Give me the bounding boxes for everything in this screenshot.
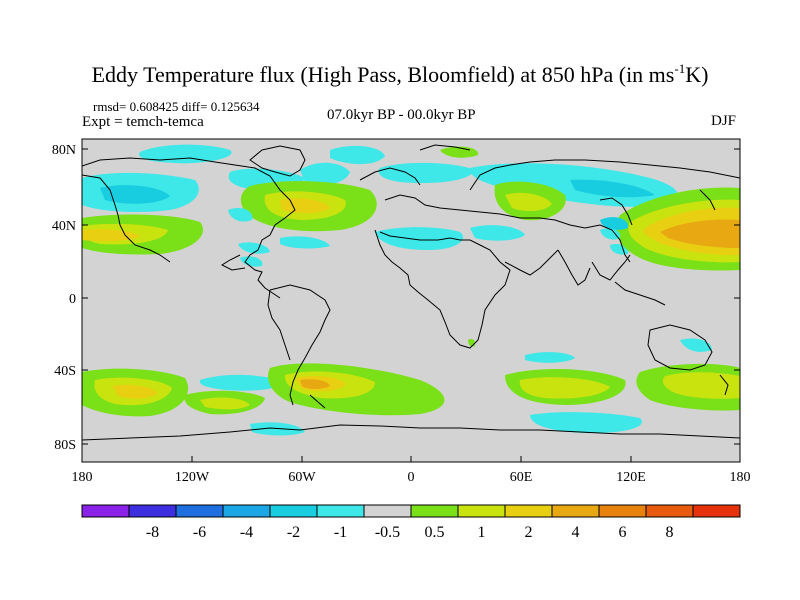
colorbar-label: -8	[146, 524, 159, 541]
lon-label-60e: 60E	[510, 470, 533, 485]
colorbar-swatch	[598, 504, 647, 518]
colorbar-label: 2	[525, 524, 533, 541]
lon-label-120e: 120E	[616, 470, 646, 485]
latitude-axis	[82, 148, 740, 445]
colorbar-swatch	[128, 504, 177, 518]
lon-label-60w: 60W	[288, 470, 316, 485]
colorbar-swatch	[316, 504, 365, 518]
colorbar-swatch	[81, 504, 130, 518]
colorbar	[81, 504, 741, 518]
stats-text: rmsd= 0.608425 diff= 0.125634	[93, 99, 260, 114]
lat-label-0: 0	[69, 292, 76, 307]
colorbar-swatch	[269, 504, 318, 518]
colorbar-label: 8	[666, 524, 674, 541]
colorbar-swatch	[551, 504, 600, 518]
lat-label-40n: 40N	[52, 219, 76, 234]
colorbar-label: 6	[619, 524, 627, 541]
colorbar-label: -2	[287, 524, 300, 541]
lat-label-80n: 80N	[52, 143, 76, 158]
colorbar-swatch	[410, 504, 459, 518]
colorbar-label: 1	[478, 524, 486, 541]
lat-label-80s: 80S	[54, 438, 76, 453]
colorbar-label: -1	[334, 524, 347, 541]
lon-label-180w: 180	[72, 470, 93, 485]
colorbar-swatch	[504, 504, 553, 518]
colorbar-swatch	[457, 504, 506, 518]
colorbar-swatch	[222, 504, 271, 518]
colorbar-label: -4	[240, 524, 253, 541]
lon-label-120w: 120W	[175, 470, 210, 485]
lon-label-180e: 180	[730, 470, 751, 485]
lon-label-0: 0	[408, 470, 415, 485]
colorbar-swatch	[363, 504, 412, 518]
colorbar-swatch	[692, 504, 741, 518]
coastlines	[82, 144, 740, 441]
map-title: Eddy Temperature flux (High Pass, Bloomf…	[91, 61, 709, 87]
anomaly-field	[82, 144, 740, 436]
period-label: 07.0kyr BP - 00.0kyr BP	[327, 107, 476, 123]
colorbar-label: 4	[572, 524, 580, 541]
season-label: DJF	[711, 113, 737, 129]
colorbar-label: -0.5	[375, 524, 400, 541]
colorbar-label: -6	[193, 524, 206, 541]
colorbar-swatch	[175, 504, 224, 518]
experiment-label: Expt = temch-temca	[82, 114, 204, 130]
lat-label-40s: 40S	[54, 364, 76, 379]
colorbar-swatch	[645, 504, 694, 518]
longitude-axis	[81, 456, 741, 462]
colorbar-label: 0.5	[425, 524, 445, 541]
colorbar-labels: -8 -6 -4 -2 -1 -0.5 0.5 1 2 4 6 8	[146, 524, 674, 541]
